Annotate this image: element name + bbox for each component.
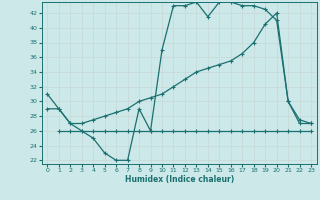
X-axis label: Humidex (Indice chaleur): Humidex (Indice chaleur)	[124, 175, 234, 184]
